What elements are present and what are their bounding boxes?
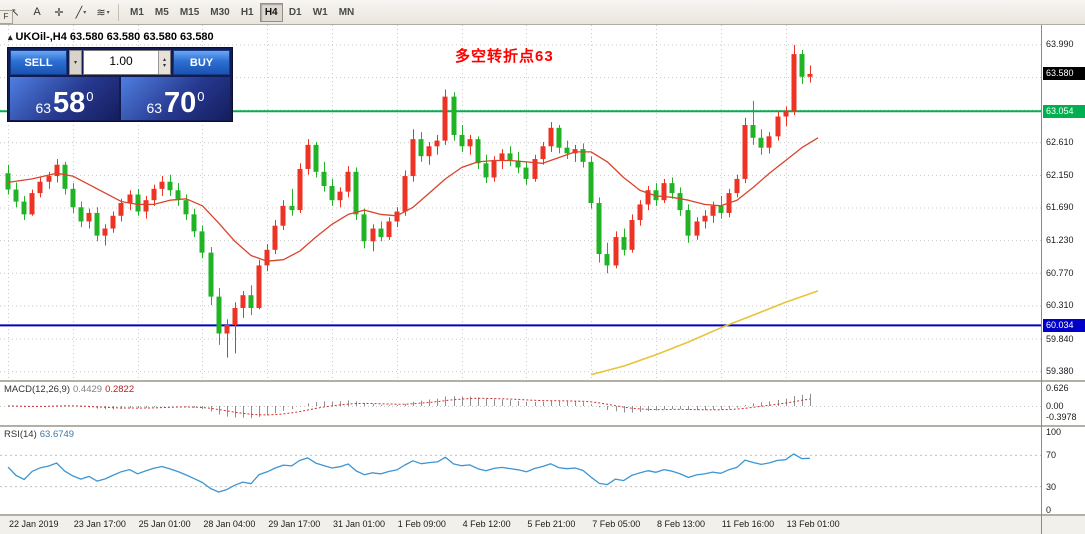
timeframe-button-m1[interactable]: M1: [125, 3, 149, 22]
main-toolbar: ↖ A ✛ ╱ ▾ ≋ ▾ M1 M5 M15 M30 H1 H4 D1 W1 MN: [0, 0, 1085, 25]
price-axis-label: 61.690: [1046, 202, 1074, 213]
macd-main-value: 0.4429: [73, 384, 103, 395]
price-axis-label: 60.310: [1046, 300, 1074, 311]
sell-button[interactable]: SELL: [10, 50, 67, 75]
time-axis-label: 25 Jan 01:00: [138, 519, 191, 529]
fibonacci-tool-icon: ≋: [96, 6, 106, 19]
price-axis-label: 59.380: [1046, 366, 1074, 377]
sell-price-whole: 63: [35, 99, 52, 116]
volume-value: 1.00: [109, 54, 133, 68]
macd-label: MACD(12,26,9) 0.4429 0.2822: [4, 384, 134, 395]
macd-signal-value: 0.2822: [105, 384, 135, 395]
text-label-tool-icon: A: [33, 6, 41, 18]
volume-spinners[interactable]: ▴ ▾: [158, 51, 170, 74]
time-axis-label: 13 Feb 01:00: [786, 519, 840, 529]
price-axis-border: [1041, 25, 1042, 534]
time-axis-label: 4 Feb 12:00: [462, 519, 511, 529]
timeframe-button-d1[interactable]: D1: [284, 3, 307, 22]
one-click-trading-panel: SELL ▾ 1.00 ▴ ▾ BUY 63 58 0 63 70 0: [7, 47, 233, 122]
chevron-down-icon: ▾: [106, 9, 110, 16]
chart-annotation[interactable]: 多空转折点63: [455, 48, 554, 65]
macd-axis-label: -0.3978: [1046, 412, 1077, 423]
sell-price-display[interactable]: 63 58 0: [10, 77, 119, 120]
price-axis-label: 63.990: [1046, 39, 1074, 50]
price-axis-label: 61.230: [1046, 235, 1074, 246]
time-axis-label: 28 Jan 04:00: [203, 519, 256, 529]
cursor-tool[interactable]: ↖: [4, 2, 26, 22]
time-axis-label: 7 Feb 05:00: [592, 519, 641, 529]
current-price-badge: 63.580: [1043, 67, 1085, 81]
time-axis-label: 22 Jan 2019: [9, 519, 59, 529]
timeframe-button-m30[interactable]: M30: [205, 3, 234, 22]
time-axis-label: 31 Jan 01:00: [333, 519, 386, 529]
cursor-tool-icon: ↖: [10, 6, 20, 19]
crosshair-tool[interactable]: ✛: [48, 2, 70, 22]
chevron-down-icon: ▾: [83, 9, 87, 16]
panel-separator[interactable]: [0, 380, 1085, 382]
trendline-tool-icon: ╱: [75, 6, 83, 19]
time-axis-label: 23 Jan 17:00: [73, 519, 126, 529]
buy-price-display[interactable]: 63 70 0: [121, 77, 230, 120]
trendline-tool[interactable]: ╱ ▾: [70, 2, 92, 22]
rsi-axis-label: 0: [1046, 505, 1052, 515]
rsi-axis-label: 30: [1046, 481, 1057, 492]
macd-axis-label: 0.00: [1046, 401, 1064, 411]
price-axis-label: 60.770: [1046, 267, 1074, 278]
time-axis-label: 29 Jan 17:00: [268, 519, 321, 529]
timeframe-button-m15[interactable]: M15: [175, 3, 204, 22]
one-click-collapse-icon[interactable]: ▴: [8, 32, 13, 42]
timeframe-button-w1[interactable]: W1: [308, 3, 333, 22]
volume-dropdown-button[interactable]: ▾: [69, 50, 82, 75]
rsi-panel-canvas[interactable]: [0, 427, 1042, 514]
price-axis-label: 59.840: [1046, 333, 1074, 344]
buy-price-whole: 63: [146, 99, 163, 116]
crosshair-tool-icon: ✛: [54, 6, 64, 19]
text-label-tool[interactable]: A: [26, 2, 48, 22]
drawing-tools-group: ↖ A ✛ ╱ ▾ ≋ ▾: [4, 2, 114, 22]
timeframe-group: M1 M5 M15 M30 H1 H4 D1 W1 MN: [125, 2, 360, 22]
time-axis-label: 8 Feb 13:00: [657, 519, 706, 529]
timeframe-button-mn[interactable]: MN: [334, 3, 360, 22]
macd-panel-canvas[interactable]: [0, 382, 1042, 425]
timeframe-button-m5[interactable]: M5: [150, 3, 174, 22]
volume-input[interactable]: 1.00 ▴ ▾: [83, 50, 171, 75]
chart-header: ▴ UKOil-,H4 63.580 63.580 63.580 63.580: [8, 31, 214, 43]
hline-price-badge: 60.034: [1043, 318, 1085, 332]
toolbar-separator: [118, 3, 119, 21]
panel-separator[interactable]: [0, 514, 1085, 516]
toolbar-dock-tab[interactable]: F: [0, 10, 13, 24]
timeframe-button-h4[interactable]: H4: [259, 2, 283, 22]
sell-price-big: 58: [53, 87, 86, 120]
rsi-axis-label: 70: [1046, 450, 1057, 461]
price-axis-label: 62.150: [1046, 169, 1074, 180]
rsi-axis-label: 100: [1046, 427, 1062, 437]
fibonacci-tool[interactable]: ≋ ▾: [92, 2, 114, 22]
buy-price-pip: 0: [197, 89, 205, 104]
buy-button[interactable]: BUY: [173, 50, 230, 75]
price-axis-label: 62.610: [1046, 137, 1074, 148]
macd-name: MACD(12,26,9): [4, 384, 70, 395]
time-axis-label: 5 Feb 21:00: [527, 519, 576, 529]
sell-price-pip: 0: [86, 89, 94, 104]
price-axis[interactable]: 63.990 62.610 62.150 61.690 61.230 60.770 60.3…: [1042, 25, 1085, 516]
spin-up-icon[interactable]: ▴: [162, 56, 166, 63]
spin-down-icon[interactable]: ▾: [162, 62, 166, 69]
chevron-down-icon: ▾: [73, 60, 77, 66]
time-axis-label: 11 Feb 16:00: [721, 519, 775, 529]
time-axis[interactable]: 22 Jan 2019 23 Jan 17:00 25 Jan 01:00 28 Ja…: [0, 516, 1085, 534]
rsi-label: RSI(14) 63.6749: [4, 429, 74, 440]
buy-price-big: 70: [164, 87, 197, 120]
panel-separator[interactable]: [0, 425, 1085, 427]
macd-axis-label: 0.626: [1046, 383, 1069, 393]
rsi-value: 63.6749: [39, 429, 75, 440]
timeframe-button-h1[interactable]: H1: [236, 3, 259, 22]
hline-price-badge: 63.054: [1043, 104, 1085, 118]
chart-symbol-title: UKOil-,H4 63.580 63.580 63.580 63.580: [15, 31, 214, 43]
rsi-name: RSI(14): [4, 429, 37, 440]
volume-control: ▾ 1.00 ▴ ▾: [69, 50, 171, 75]
time-axis-label: 1 Feb 09:00: [397, 519, 446, 529]
